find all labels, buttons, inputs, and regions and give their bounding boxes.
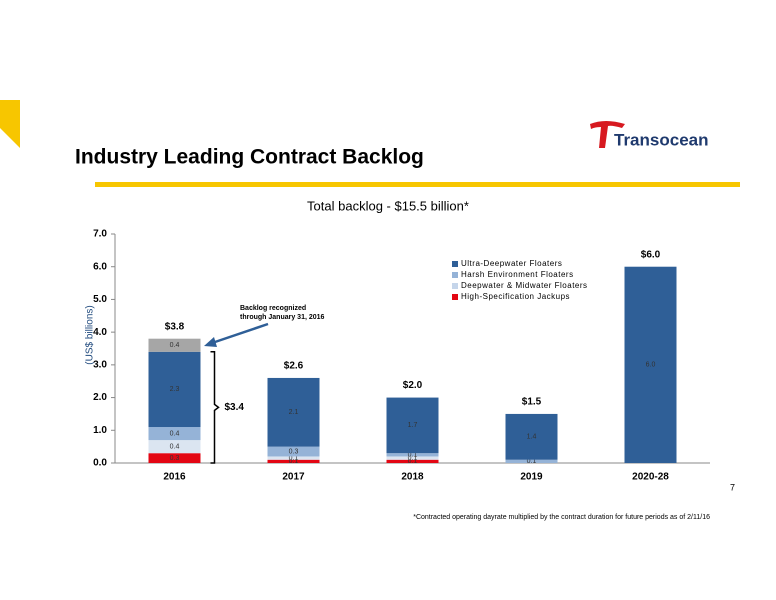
segment-label: 1.4 — [527, 434, 537, 441]
bar-segment — [267, 459, 320, 463]
bar-segment — [386, 453, 439, 457]
y-tick-label: 2.0 — [93, 392, 107, 403]
arrow-head — [204, 337, 217, 347]
y-tick-label: 0.0 — [93, 458, 107, 469]
legend-swatch — [452, 294, 458, 300]
x-tick-label: 2018 — [401, 472, 424, 483]
bar-segment — [267, 456, 320, 460]
x-tick-label: 2016 — [163, 472, 186, 483]
bar-segment — [148, 338, 201, 352]
segment-label: 0.4 — [170, 443, 180, 450]
page-number: 7 — [730, 482, 735, 492]
y-tick-label: 1.0 — [93, 425, 107, 436]
legend-label: Deepwater & Midwater Floaters — [461, 281, 588, 290]
legend-label: Harsh Environment Floaters — [461, 270, 574, 279]
x-tick-label: 2020-28 — [632, 472, 669, 483]
segment-label: 0.1 — [527, 458, 537, 465]
segment-label: 0.1 — [289, 455, 299, 462]
total-label: $1.5 — [522, 397, 542, 408]
bar-segment — [148, 440, 201, 454]
y-tick-label: 3.0 — [93, 359, 107, 370]
total-label: $3.8 — [165, 321, 185, 332]
logo-icon — [590, 121, 625, 148]
segment-label: 0.1 — [408, 452, 418, 459]
y-tick-label: 6.0 — [93, 261, 107, 272]
bar-segment — [148, 427, 201, 441]
segment-label: 0.1 — [408, 455, 418, 462]
segment-label: 0.1 — [289, 458, 299, 465]
annotation: Backlog recognized — [240, 305, 306, 312]
legend-label: Ultra-Deepwater Floaters — [461, 259, 562, 268]
segment-label: 0.3 — [289, 448, 299, 455]
total-label: $2.6 — [284, 361, 304, 372]
segment-label: 1.7 — [408, 422, 418, 429]
total-label: $2.0 — [403, 380, 423, 391]
y-tick-label: 5.0 — [93, 294, 107, 305]
segment-label: 2.3 — [170, 386, 180, 393]
title-rule — [95, 182, 740, 187]
x-tick-label: 2017 — [282, 472, 305, 483]
y-axis-label: (US$ billions) — [85, 305, 96, 364]
bar-segment — [624, 266, 677, 463]
chart-title: Total backlog - $15.5 billion* — [307, 198, 469, 213]
annotation: through January 31, 2016 — [240, 314, 325, 321]
bar-segment — [505, 459, 558, 463]
legend-swatch — [452, 283, 458, 289]
bar-segment — [267, 377, 320, 447]
total-label: $6.0 — [641, 249, 661, 260]
legend-swatch — [452, 272, 458, 278]
annotation-arrow — [211, 322, 269, 345]
slide-title: Industry Leading Contract Backlog — [75, 146, 424, 169]
legend-swatch — [452, 261, 458, 267]
bracket-label: $3.4 — [225, 402, 245, 413]
bar-segment — [148, 351, 201, 428]
bar-segment — [148, 453, 201, 463]
segment-label: 0.1 — [408, 458, 418, 465]
bar-segment — [267, 446, 320, 457]
bar-segment — [386, 456, 439, 460]
logo: Transocean — [590, 121, 709, 149]
bar-segment — [505, 413, 558, 460]
segment-label: 6.0 — [646, 362, 656, 369]
bar-segment — [386, 397, 439, 454]
bracket — [210, 351, 220, 464]
footnote: *Contracted operating dayrate multiplied… — [413, 514, 710, 521]
bar-segment — [386, 459, 439, 463]
segment-label: 0.3 — [170, 455, 180, 462]
segment-label: 2.1 — [289, 409, 299, 416]
accent-shape — [0, 100, 20, 148]
segment-label: 0.4 — [170, 342, 180, 349]
logo-text: Transocean — [614, 130, 709, 149]
y-tick-label: 7.0 — [93, 229, 107, 240]
x-tick-label: 2019 — [520, 472, 543, 483]
segment-label: 0.4 — [170, 430, 180, 437]
y-tick-label: 4.0 — [93, 327, 107, 338]
legend-label: High-Specification Jackups — [461, 292, 570, 301]
